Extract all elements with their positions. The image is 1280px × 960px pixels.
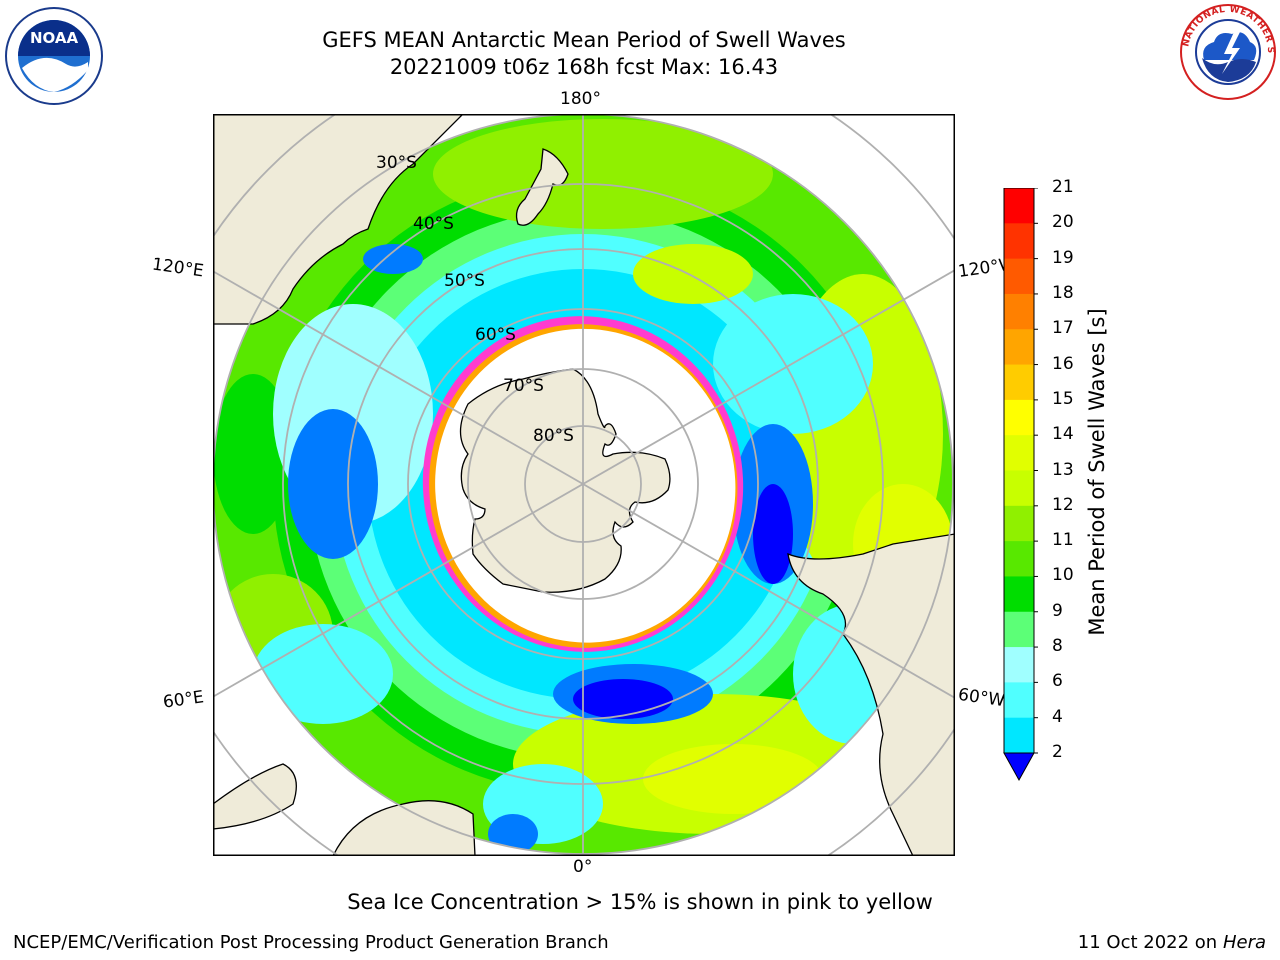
lon-label-60w: 60°W xyxy=(956,684,1007,712)
colorbar-tick-label: 9 xyxy=(1052,600,1063,621)
lon-label-60e: 60°E xyxy=(161,687,206,713)
lat-label-70s: 70°S xyxy=(503,376,544,396)
lat-label-40s: 40°S xyxy=(413,214,454,234)
polar-map: 30°S 40°S 50°S 60°S 70°S 80°S xyxy=(213,114,955,856)
colorbar-tick-label: 17 xyxy=(1052,318,1074,339)
graticule xyxy=(213,114,955,856)
colorbar-tick-label: 2 xyxy=(1052,742,1063,762)
lat-label-60s: 60°S xyxy=(475,325,516,345)
colorbar-segment xyxy=(1004,329,1034,366)
colorbar-tick-label: 6 xyxy=(1052,671,1063,692)
colorbar-segment xyxy=(1004,717,1034,754)
colorbar-segment xyxy=(1004,647,1034,683)
colorbar-segment xyxy=(1004,576,1034,613)
map-subtitle: 20221009 t06z 168h fcst Max: 16.43 xyxy=(389,55,779,79)
footer-date-text: 11 Oct 2022 on xyxy=(1077,932,1218,953)
colorbar-label: Mean Period of Swell Waves [s] xyxy=(1085,308,1109,636)
map-title: GEFS MEAN Antarctic Mean Period of Swell… xyxy=(322,28,846,52)
colorbar-tick-label: 13 xyxy=(1052,459,1074,480)
colorbar-tick-label: 15 xyxy=(1052,388,1074,409)
lat-label-80s: 80°S xyxy=(533,426,574,446)
colorbar-segment xyxy=(1004,223,1034,260)
colorbar-tick-label: 8 xyxy=(1052,636,1063,657)
colorbar-tick-label: 12 xyxy=(1052,494,1074,515)
noaa-logo-text: NOAA xyxy=(30,29,79,47)
colorbar-segment xyxy=(1004,399,1034,436)
colorbar-segment xyxy=(1004,293,1034,330)
lon-label-180: 180° xyxy=(560,89,601,109)
colorbar-tick-label: 19 xyxy=(1052,247,1074,268)
colorbar-segment xyxy=(1004,188,1034,224)
lat-label-50s: 50°S xyxy=(444,271,485,291)
nws-logo: NATIONAL WEATHER SERVICE xyxy=(1178,2,1276,100)
colorbar-tick-label: 21 xyxy=(1052,177,1074,197)
colorbar-segment xyxy=(1004,435,1034,471)
colorbar-segment xyxy=(1004,682,1034,719)
colorbar-segment xyxy=(1004,541,1034,577)
colorbar-segment xyxy=(1004,364,1034,401)
colorbar-segment xyxy=(1004,611,1034,648)
land-antarctica xyxy=(459,368,671,593)
colorbar-tick-label: 11 xyxy=(1052,530,1074,551)
footer-host: Hera xyxy=(1222,932,1266,953)
colorbar-tick-label: 14 xyxy=(1052,424,1074,445)
footer-credit: NCEP/EMC/Verification Post Processing Pr… xyxy=(13,932,609,953)
colorbar-tick-label: 18 xyxy=(1052,282,1074,303)
footer-date: 11 Oct 2022 on Hera xyxy=(1078,932,1266,953)
sea-ice-caption: Sea Ice Concentration > 15% is shown in … xyxy=(347,890,933,914)
colorbar xyxy=(1003,188,1038,782)
colorbar-tick-label: 20 xyxy=(1052,212,1074,233)
colorbar-segment xyxy=(1004,505,1034,542)
lon-label-120e: 120°E xyxy=(150,254,205,282)
colorbar-tick-label: 4 xyxy=(1052,706,1063,727)
colorbar-tick-label: 16 xyxy=(1052,353,1074,374)
noaa-logo: NOAA xyxy=(5,7,103,105)
colorbar-tick-label: 10 xyxy=(1052,565,1074,586)
lon-label-0: 0° xyxy=(573,857,593,877)
colorbar-segment xyxy=(1004,258,1034,295)
colorbar-segment xyxy=(1004,470,1034,507)
colorbar-extend-arrow xyxy=(1003,752,1035,782)
lat-label-30s: 30°S xyxy=(376,153,417,173)
